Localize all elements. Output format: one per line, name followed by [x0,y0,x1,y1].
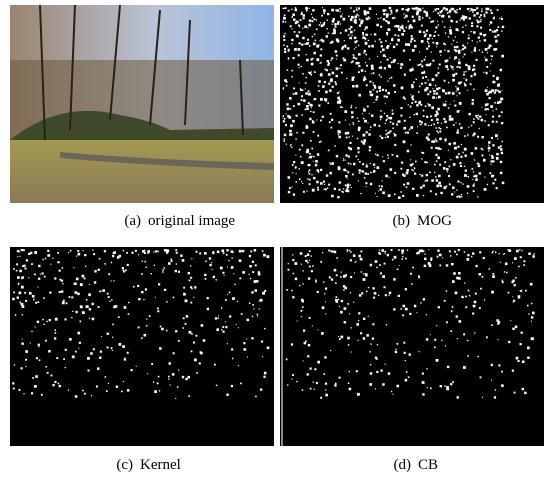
panel-label: (a) [124,213,141,229]
panel-caption: Kernel [140,457,181,473]
panel-caption: original image [148,213,235,229]
panel-label: (d) [394,457,412,473]
panel-label: (b) [393,213,411,229]
mask-mog [280,5,544,203]
panel-label: (c) [116,457,133,473]
mask-kernel [10,247,274,446]
panel-caption: MOG [417,213,452,229]
panel-caption: CB [418,457,438,473]
mask-cb [280,247,544,446]
figure: (a) original image (b) MOG (c) Kernel (d… [0,0,544,479]
original-image [10,5,274,203]
